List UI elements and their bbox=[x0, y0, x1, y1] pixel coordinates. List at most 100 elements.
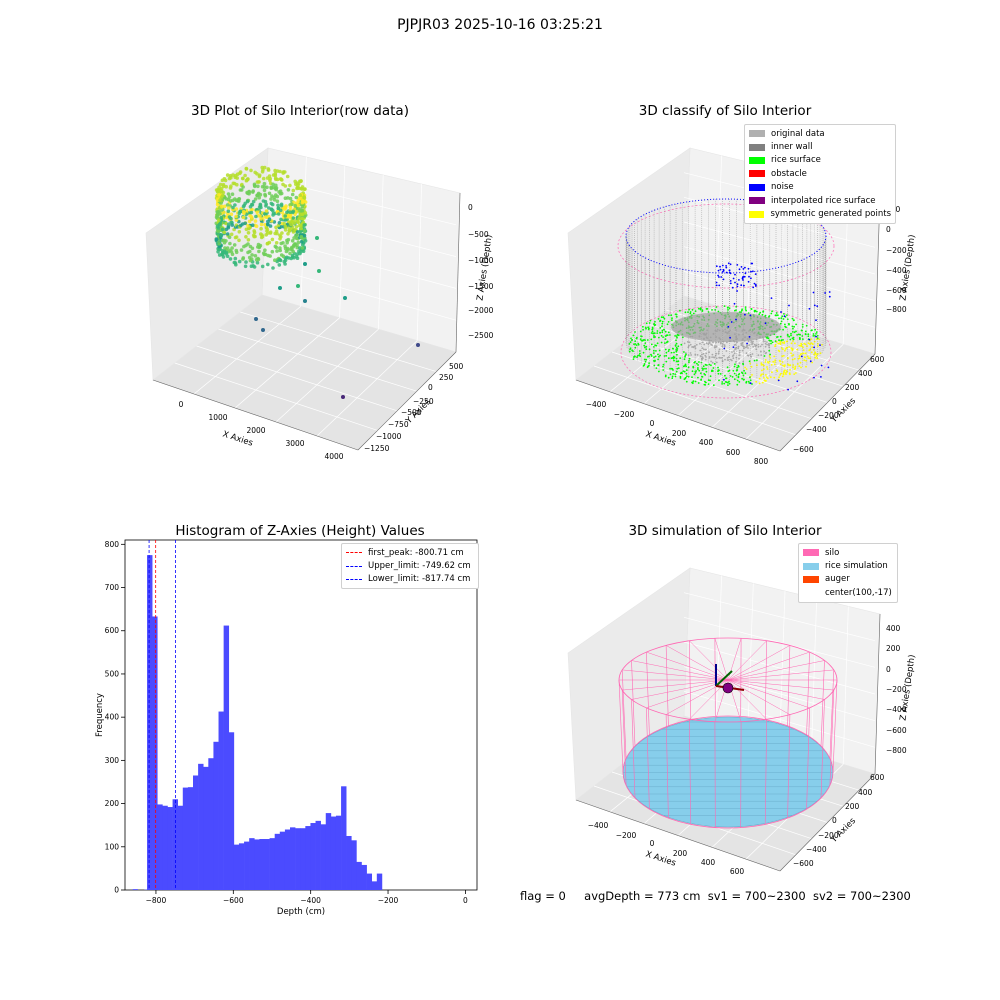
plot2-surface-point bbox=[750, 365, 753, 368]
plot2-noise-point bbox=[820, 376, 822, 378]
plot1-axes-gridline bbox=[416, 183, 422, 341]
plot2-surface-point bbox=[765, 376, 768, 378]
plot1-point bbox=[260, 264, 265, 269]
plot1-point bbox=[270, 249, 275, 254]
plot1-point bbox=[273, 168, 277, 173]
plot2-noise-point bbox=[728, 271, 731, 274]
plot2-surface-point bbox=[662, 369, 665, 371]
plot1-point bbox=[283, 196, 288, 200]
plot2-surface-point bbox=[707, 343, 710, 345]
plot1-point bbox=[285, 246, 290, 251]
plot2-noise-point bbox=[744, 313, 746, 316]
plot2-surface-point bbox=[689, 311, 692, 313]
plot1-ytick-label: −1000 bbox=[376, 432, 402, 441]
legend-item-lower-limit: Lower_limit: -817.74 cm bbox=[346, 573, 474, 586]
plot2-surface-point bbox=[705, 342, 708, 345]
plot2-noise-point bbox=[828, 295, 831, 298]
plot2-xtick-label: 0 bbox=[650, 419, 655, 428]
plot4-simulation bbox=[618, 637, 838, 829]
plot4-xtick-label: −400 bbox=[588, 821, 609, 830]
plot1-point bbox=[285, 255, 289, 260]
plot2-surface-point bbox=[632, 358, 635, 360]
plot1-point bbox=[288, 183, 292, 188]
plot2-noise-point bbox=[736, 283, 739, 286]
plot1-ytick-label: −250 bbox=[413, 397, 434, 406]
plot1-point bbox=[229, 184, 233, 188]
plot4-ztick-label: −200 bbox=[886, 685, 907, 694]
plot2-surface-point bbox=[744, 346, 747, 349]
plot2-surface-point bbox=[701, 347, 704, 349]
plot2-surface-point bbox=[630, 337, 632, 340]
plot2-surface-point bbox=[650, 332, 653, 334]
plot2-surface-point bbox=[795, 330, 797, 333]
plot1-point bbox=[275, 194, 280, 199]
plot2-surface-point bbox=[667, 357, 670, 360]
plot2-surface-point bbox=[758, 377, 761, 380]
plot2-noise-point bbox=[819, 344, 821, 346]
plot2-noise-point bbox=[752, 286, 755, 289]
plot1-axes-gridline bbox=[193, 306, 302, 395]
plot1-point bbox=[216, 187, 220, 192]
plot2-surface-point bbox=[660, 316, 663, 319]
plot2-surface-point bbox=[778, 359, 781, 362]
plot2-surface-point bbox=[705, 308, 708, 310]
histogram-bar bbox=[310, 823, 316, 890]
plot3-title: Histogram of Z-Axies (Height) Values bbox=[175, 523, 425, 539]
plot1-point bbox=[215, 202, 220, 207]
plot1-point bbox=[278, 248, 283, 253]
plot2-surface-point bbox=[741, 371, 743, 374]
plot2-surface-point bbox=[755, 380, 758, 383]
plot2-surface-point bbox=[733, 365, 736, 368]
plot2-surface-point bbox=[782, 354, 785, 357]
plot2-surface-point bbox=[753, 359, 756, 362]
plot2-surface-point bbox=[715, 345, 718, 348]
plot2-surface-point bbox=[703, 367, 705, 370]
plot4-silo-wall-line bbox=[820, 660, 825, 747]
plot1-point bbox=[296, 219, 300, 224]
plot2-surface-point bbox=[650, 355, 653, 357]
plot2-ytick-label: −400 bbox=[806, 425, 827, 434]
plot1-point bbox=[278, 191, 283, 196]
legend-label: Upper_limit: -749.62 cm bbox=[368, 561, 471, 572]
plot1-point bbox=[251, 190, 255, 194]
plot2-surface-point bbox=[717, 370, 719, 373]
plot1-ytick-label: 0 bbox=[428, 383, 433, 392]
plot2-surface-point bbox=[665, 360, 668, 363]
plot2-surface-point bbox=[686, 375, 688, 378]
legend-label: Lower_limit: -817.74 cm bbox=[368, 574, 471, 585]
plot2-surface-point bbox=[749, 362, 752, 365]
plot1-ytick-label: −750 bbox=[388, 420, 409, 429]
histogram-bar bbox=[182, 787, 189, 890]
plot2-noise-point bbox=[732, 346, 735, 348]
plot2-surface-point bbox=[750, 340, 753, 342]
plot2-surface-point bbox=[660, 341, 663, 344]
plot2-surface-point bbox=[699, 308, 702, 311]
plot1-point bbox=[228, 257, 233, 261]
plot1-axes-gridline bbox=[174, 362, 378, 431]
plot2-surface-point bbox=[781, 348, 784, 351]
plot1-point bbox=[229, 212, 234, 216]
plot2-surface-point bbox=[711, 356, 713, 358]
plot2-surface-point bbox=[659, 319, 662, 322]
plot2-surface-point bbox=[692, 312, 695, 315]
plot2-surface-point bbox=[747, 340, 750, 343]
plot2-noise-point bbox=[743, 284, 745, 287]
plot2-surface-point bbox=[759, 350, 762, 353]
plot1-point bbox=[274, 225, 278, 230]
plot1-point bbox=[302, 223, 307, 227]
histogram-bar bbox=[295, 828, 301, 890]
plot4-axes-gridline bbox=[810, 598, 818, 755]
plot1-point bbox=[217, 218, 221, 222]
plot2-surface-point bbox=[682, 370, 685, 372]
plot2-noise-point bbox=[722, 268, 725, 271]
plot1-point bbox=[217, 241, 222, 246]
plot2-surface-point bbox=[721, 381, 724, 383]
plot1-point bbox=[300, 187, 304, 191]
plot1-point bbox=[300, 204, 305, 208]
plot2-surface-point bbox=[774, 361, 776, 363]
plot1-point bbox=[259, 205, 263, 210]
plot2-ytick-label: −600 bbox=[793, 445, 814, 454]
plot2-surface-point bbox=[683, 351, 685, 353]
plot2-surface-point bbox=[767, 337, 769, 339]
plot2-noise-point bbox=[720, 276, 723, 278]
